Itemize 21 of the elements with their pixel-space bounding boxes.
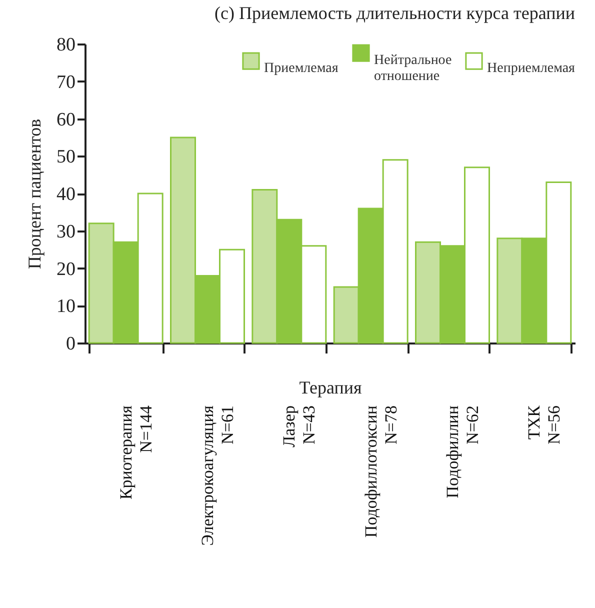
y-tick-label: 0: [66, 334, 76, 354]
y-tick-label: 40: [56, 184, 76, 205]
legend-label: Нейтральное отношение: [374, 53, 452, 84]
y-tick-label: 70: [56, 72, 76, 93]
y-tick-label: 10: [56, 296, 76, 318]
chart-title: (c) Приемлемость длительности курса терапии: [214, 3, 576, 23]
y-tick-label: 60: [56, 109, 76, 130]
legend-label: Приемлемая: [264, 61, 339, 76]
x-tick-label: Электрокоагуляция N=61: [198, 405, 237, 546]
legend-label: Неприемлемая: [487, 61, 576, 76]
y-tick-label: 50: [56, 146, 76, 168]
y-axis-title: Процент пациентов: [24, 118, 44, 270]
x-tick-label: ТХК N=56: [524, 404, 564, 444]
x-tick-label: Подофиллин N=62: [443, 406, 482, 498]
y-tick-label: 30: [56, 221, 76, 242]
x-tick-label: Криотерапия N=144: [116, 405, 156, 500]
x-axis-title: Терапия: [299, 378, 362, 398]
y-tick-label: 80: [56, 34, 76, 56]
x-tick-label: Лазер N=43: [280, 406, 319, 448]
x-tick-label: Подофиллотоксин N=78: [361, 406, 400, 538]
y-tick-label: 20: [56, 258, 76, 280]
